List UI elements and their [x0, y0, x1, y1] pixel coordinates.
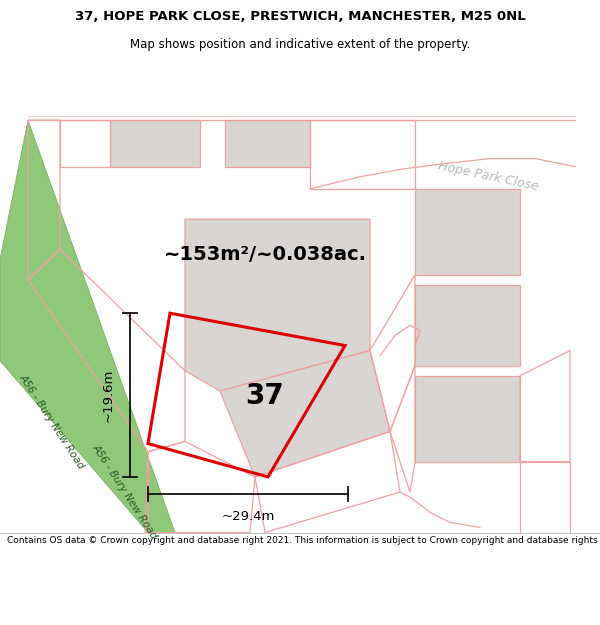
Text: Map shows position and indicative extent of the property.: Map shows position and indicative extent…	[130, 38, 470, 51]
Polygon shape	[0, 120, 175, 532]
Polygon shape	[415, 376, 520, 462]
Polygon shape	[415, 189, 520, 275]
Text: 37, HOPE PARK CLOSE, PRESTWICH, MANCHESTER, M25 0NL: 37, HOPE PARK CLOSE, PRESTWICH, MANCHEST…	[74, 9, 526, 22]
Text: ~29.4m: ~29.4m	[221, 510, 275, 523]
Polygon shape	[225, 120, 310, 167]
Polygon shape	[415, 285, 520, 366]
Text: ~153m²/~0.038ac.: ~153m²/~0.038ac.	[163, 245, 367, 264]
Polygon shape	[185, 219, 370, 391]
Text: 37: 37	[245, 382, 284, 410]
Text: Hope Park Close: Hope Park Close	[437, 160, 539, 194]
Text: A56 - Bury New Road: A56 - Bury New Road	[18, 372, 86, 471]
Polygon shape	[110, 120, 200, 167]
Text: ~19.6m: ~19.6m	[101, 368, 115, 422]
Text: Contains OS data © Crown copyright and database right 2021. This information is : Contains OS data © Crown copyright and d…	[7, 536, 600, 545]
Polygon shape	[220, 351, 390, 477]
Text: A56 - Bury New Road: A56 - Bury New Road	[91, 443, 159, 541]
